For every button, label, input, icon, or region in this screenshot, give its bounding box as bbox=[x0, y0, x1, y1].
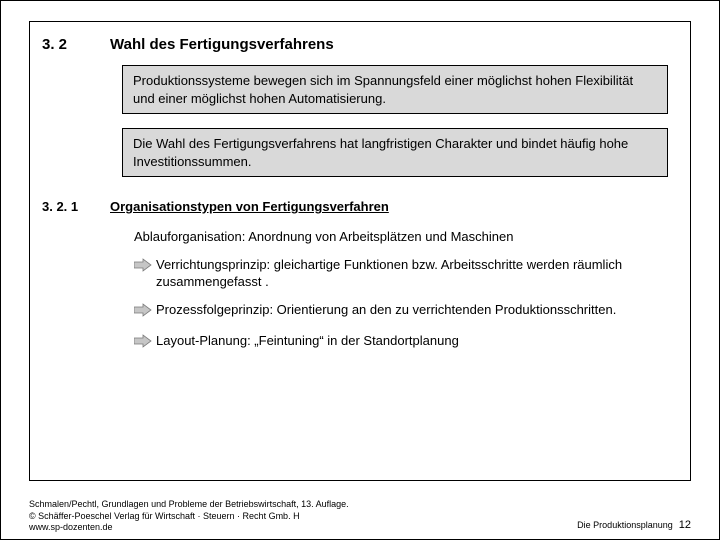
content-frame: 3. 2 Wahl des Fertigungsverfahrens Produ… bbox=[29, 21, 691, 481]
footer-line-1: Schmalen/Pechtl, Grundlagen und Probleme… bbox=[29, 499, 349, 510]
section-header-row: 3. 2 Wahl des Fertigungsverfahrens bbox=[42, 36, 672, 53]
page-number: 12 bbox=[679, 519, 691, 533]
footer-line-3: www.sp-dozenten.de bbox=[29, 522, 349, 533]
footer-right-title: Die Produktionsplanung bbox=[577, 520, 673, 531]
arrow-icon bbox=[134, 303, 156, 322]
section-title: Wahl des Fertigungsverfahrens bbox=[110, 36, 334, 53]
footer-right: Die Produktionsplanung 12 bbox=[577, 519, 691, 533]
section-number: 3. 2 bbox=[42, 36, 110, 53]
bullet-row-3: Layout-Planung: „Feintuning“ in der Stan… bbox=[134, 332, 672, 353]
subsection-number: 3. 2. 1 bbox=[42, 199, 110, 214]
arrow-icon bbox=[134, 334, 156, 353]
bullet-text-1: Verrichtungsprinzip: gleichartige Funkti… bbox=[156, 256, 672, 291]
bullet-text-2: Prozessfolgeprinzip: Orientierung an den… bbox=[156, 301, 616, 319]
highlight-box-1: Produktionssysteme bewegen sich im Spann… bbox=[122, 65, 668, 114]
slide-page: 3. 2 Wahl des Fertigungsverfahrens Produ… bbox=[0, 0, 720, 540]
arrow-icon bbox=[134, 258, 156, 277]
subsection-title: Organisationstypen von Fertigungsverfahr… bbox=[110, 199, 389, 214]
bullet-text-3: Layout-Planung: „Feintuning“ in der Stan… bbox=[156, 332, 459, 350]
highlight-box-2: Die Wahl des Fertigungsverfahrens hat la… bbox=[122, 128, 668, 177]
intro-paragraph: Ablauforganisation: Anordnung von Arbeit… bbox=[134, 228, 672, 246]
bullet-row-2: Prozessfolgeprinzip: Orientierung an den… bbox=[134, 301, 672, 322]
footer-left: Schmalen/Pechtl, Grundlagen und Probleme… bbox=[29, 499, 349, 533]
footer: Schmalen/Pechtl, Grundlagen und Probleme… bbox=[29, 499, 691, 533]
subsection-header-row: 3. 2. 1 Organisationstypen von Fertigung… bbox=[42, 199, 672, 214]
footer-line-2: © Schäffer-Poeschel Verlag für Wirtschaf… bbox=[29, 511, 349, 522]
bullet-row-1: Verrichtungsprinzip: gleichartige Funkti… bbox=[134, 256, 672, 291]
